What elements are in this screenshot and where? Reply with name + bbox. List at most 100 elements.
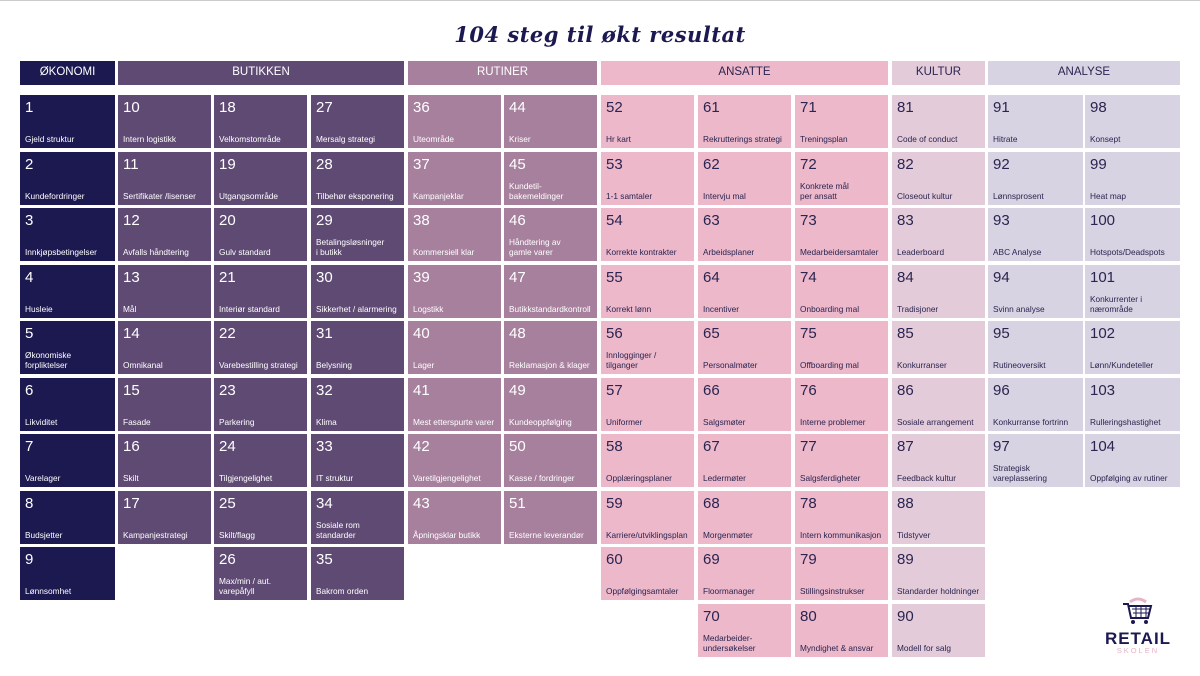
step-card: 40 Lager (408, 321, 501, 374)
step-label: Kundeoppfølging (509, 416, 572, 427)
step-label: Reklamasjon & klager (509, 360, 590, 370)
step-number: 18 (219, 99, 236, 116)
step-number: 45 (509, 155, 526, 173)
step-card: 73 Medarbeidersamtaler (795, 208, 888, 261)
step-card: 55 Korrekt lønn (601, 264, 694, 318)
step-card: 30 Sikkerhet / alarmering (311, 264, 404, 318)
step-number: 101 (1090, 268, 1116, 286)
step-number: 103 (1090, 381, 1116, 399)
step-card: 35 Bakrom orden (311, 547, 404, 600)
step-card: 2 Kundefordringer (20, 151, 115, 205)
step-number: 17 (123, 494, 140, 512)
step-card: 104 Oppfølging av rutiner (1085, 434, 1180, 487)
step-number: 36 (413, 99, 430, 116)
step-label: Max/min / aut. varepåfyll (219, 576, 272, 596)
step-number: 8 (25, 494, 34, 512)
step-number: 83 (897, 212, 914, 229)
step-label: Varebestilling strategi (219, 360, 298, 370)
step-number: 96 (993, 381, 1010, 399)
step-number: 12 (123, 212, 140, 229)
step-number: 99 (1090, 155, 1107, 173)
step-card: 7 Varelager (20, 434, 115, 487)
step-number: 37 (413, 155, 430, 173)
step-card: 38 Kommersiell klar (408, 208, 501, 261)
step-label: Innlogginger / tilganger (606, 350, 657, 370)
step-card: 31 Belysning (311, 321, 404, 374)
step-number: 55 (606, 268, 623, 286)
step-label: Kriser (509, 134, 531, 144)
step-label: Onboarding mal (800, 303, 860, 314)
step-card: 18 Velkomstområde (214, 95, 307, 148)
step-card: 69 Floormanager (698, 547, 791, 600)
step-card: 91 Hitrate (988, 95, 1083, 148)
section-header-3: ANSATTE (601, 61, 888, 85)
step-label: Bakrom orden (316, 586, 369, 596)
step-number: 46 (509, 212, 526, 229)
step-label: Uniformer (606, 416, 643, 427)
step-label: Lønnsprosent (993, 190, 1044, 201)
step-number: 40 (413, 325, 430, 342)
step-label: IT struktur (316, 473, 354, 483)
step-card: 75 Offboarding mal (795, 321, 888, 374)
step-card: 27 Mersalg strategi (311, 95, 404, 148)
step-number: 22 (219, 325, 236, 342)
step-card: 11 Sertifikater /lisenser (118, 151, 211, 205)
step-label: Tilbehør eksponering (316, 190, 394, 201)
step-label: Konkurranser (897, 360, 947, 370)
step-label: Ledermøter (703, 473, 746, 483)
step-card: 42 Varetilgjengelighet (408, 434, 501, 487)
step-label: Konkurrenter i nærområde (1090, 293, 1143, 314)
step-card: 58 Opplæringsplaner (601, 434, 694, 487)
step-number: 54 (606, 212, 623, 229)
step-label: Arbeidsplaner (703, 247, 755, 257)
step-label: Fasade (123, 416, 151, 427)
step-label: Standarder holdninger (897, 586, 980, 596)
step-label: Konkrete mål per ansatt (800, 180, 849, 201)
step-card: 62 Intervju mal (698, 151, 791, 205)
step-label: Interne problemer (800, 416, 866, 427)
step-number: 52 (606, 99, 623, 116)
step-card: 47 Butikkstandardkontroll (504, 264, 597, 318)
step-label: Tidstyver (897, 529, 931, 540)
step-number: 77 (800, 438, 817, 455)
step-number: 48 (509, 325, 526, 342)
step-label: Sosiale arrangement (897, 416, 974, 427)
step-number: 97 (993, 438, 1010, 455)
step-label: Belysning (316, 360, 352, 370)
step-card: 54 Korrekte kontrakter (601, 208, 694, 261)
step-number: 41 (413, 381, 430, 399)
step-label: Lager (413, 360, 435, 370)
step-label: Morgenmøter (703, 529, 753, 540)
step-card: 89 Standarder holdninger (892, 547, 985, 600)
step-number: 98 (1090, 99, 1107, 116)
step-label: Skilt/flagg (219, 529, 255, 540)
step-number: 70 (703, 607, 720, 625)
step-label: Velkomstområde (219, 134, 281, 144)
step-number: 2 (25, 155, 34, 173)
step-number: 32 (316, 381, 333, 399)
logo-text-skolen: SKOLEN (1116, 646, 1160, 655)
step-label: Modell for salg (897, 642, 951, 653)
step-card: 78 Intern kommunikasjon (795, 490, 888, 544)
step-label: Korrekt lønn (606, 303, 652, 314)
step-number: 73 (800, 212, 817, 229)
step-number: 13 (123, 268, 140, 286)
step-label: Budsjetter (25, 529, 63, 540)
step-card: 98 Konsept (1085, 95, 1180, 148)
section-header-1: BUTIKKEN (118, 61, 404, 85)
step-label: Varetilgjengelighet (413, 473, 481, 483)
step-label: Karriere/utviklingsplan (606, 529, 688, 540)
step-card: 14 Omnikanal (118, 321, 211, 374)
step-card: 96 Konkurranse fortrinn (988, 377, 1083, 431)
top-divider (0, 0, 1200, 1)
step-card: 86 Sosiale arrangement (892, 377, 985, 431)
section-header-0: ØKONOMI (20, 61, 115, 85)
step-card: 3 Innkjøpsbetingelser (20, 208, 115, 261)
step-label: Hotspots/Deadspots (1090, 247, 1165, 257)
step-number: 31 (316, 325, 333, 342)
step-number: 82 (897, 155, 914, 173)
step-label: Incentiver (703, 303, 739, 314)
step-number: 84 (897, 268, 914, 286)
step-card: 5 Økonomiske forpliktelser (20, 321, 115, 374)
step-label: Floormanager (703, 586, 755, 596)
